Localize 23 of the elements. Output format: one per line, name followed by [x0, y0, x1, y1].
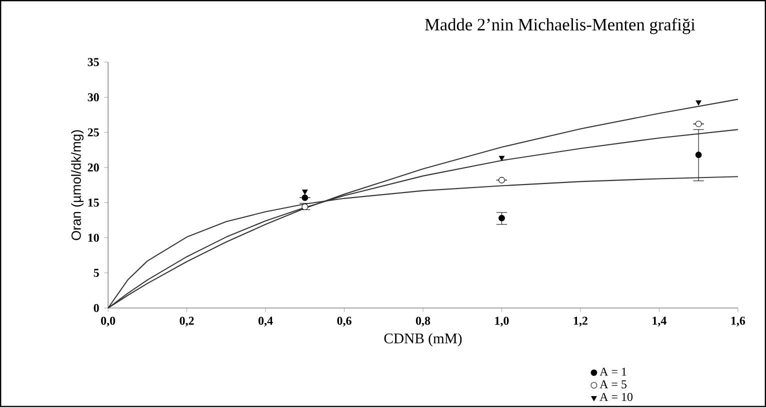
- legend-label: A = 10: [600, 392, 633, 401]
- x-tick-label: 1,0: [495, 316, 509, 326]
- x-tick-label: 0,4: [258, 316, 273, 326]
- y-tick-label: 0: [94, 304, 99, 312]
- y-tick-label: 5: [94, 268, 99, 277]
- x-tick-label: 0,6: [337, 316, 352, 326]
- y-axis-title: Oran (µmol/dk/mg): [71, 130, 84, 240]
- y-tick-label: 15: [88, 198, 99, 207]
- x-tick-label: 1,2: [574, 316, 588, 326]
- legend-label: A = 1: [600, 368, 626, 376]
- legend-label: A = 5: [600, 380, 627, 388]
- x-axis-title: CDNB (mM): [384, 332, 462, 346]
- y-tick-label: 25: [88, 128, 99, 136]
- x-tick-label: 0,0: [101, 316, 116, 326]
- y-tick-label: 30: [88, 93, 99, 102]
- y-tick-label: 35: [88, 58, 99, 66]
- x-tick-label: 1,6: [731, 316, 746, 326]
- y-tick-label: 20: [88, 163, 99, 172]
- y-tick-label: 10: [88, 234, 99, 242]
- x-tick-label: 0,8: [416, 316, 430, 326]
- x-tick-label: 1,4: [652, 316, 666, 326]
- x-tick-label: 0,2: [180, 316, 194, 326]
- chart-title: Madde 2’nin Michaelis-Menten grafiği: [425, 18, 696, 34]
